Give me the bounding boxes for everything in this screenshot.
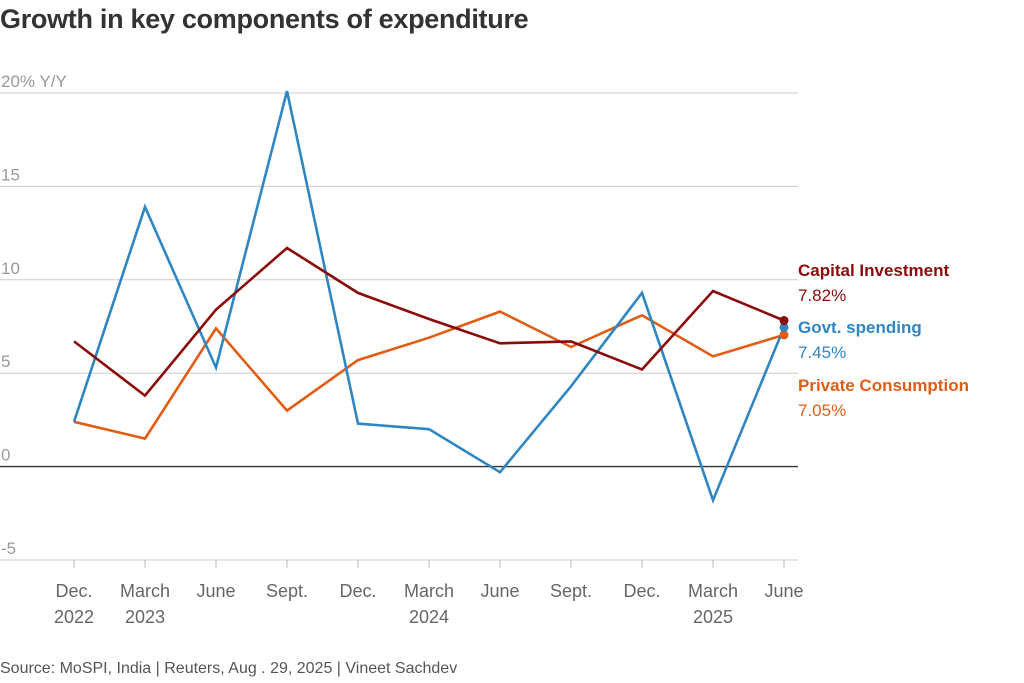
x-tick-year: 2024	[409, 607, 449, 627]
x-tick-label: March	[688, 581, 738, 601]
y-tick-label: 10	[1, 259, 20, 278]
govt-spending-legend-name: Govt. spending	[798, 318, 922, 337]
x-tick-year: 2022	[54, 607, 94, 627]
x-tick-label: June	[196, 581, 235, 601]
capital-investment-legend-name: Capital Investment	[798, 261, 949, 280]
govt-spending-legend-value: 7.45%	[798, 343, 846, 362]
line-chart: 20% Y/Y 15 10 5 0 -5 Dec. 2022 March 2023 June Sep…	[0, 72, 969, 627]
x-tick-year: 2025	[693, 607, 733, 627]
y-tick-label: 15	[1, 165, 20, 184]
x-tick-label: Dec.	[55, 581, 92, 601]
series-labels: Capital Investment 7.82% Govt. spending 7.4…	[798, 261, 969, 420]
x-tick-label: Sept.	[550, 581, 592, 601]
x-tick-label: June	[480, 581, 519, 601]
x-tick-year: 2023	[125, 607, 165, 627]
x-axis: Dec. 2022 March 2023 June Sept. Dec. March 2024 J…	[54, 559, 804, 627]
y-axis-ticks: 20% Y/Y 15 10 5 0 -5	[1, 72, 67, 558]
series-lines	[72, 90, 789, 504]
capital-investment-end-point	[779, 316, 789, 326]
x-tick-label: March	[404, 581, 454, 601]
x-tick-label: Sept.	[266, 581, 308, 601]
y-tick-label: -5	[1, 539, 16, 558]
private-consumption-legend-name: Private Consumption	[798, 376, 969, 395]
y-tick-label: 0	[1, 446, 10, 465]
private-consumption-line	[73, 310, 785, 441]
capital-investment-line	[73, 246, 785, 398]
y-tick-label: 5	[1, 352, 10, 371]
govt-spending-line	[72, 90, 786, 504]
private-consumption-legend-value: 7.05%	[798, 401, 846, 420]
capital-investment-legend-value: 7.82%	[798, 286, 846, 305]
private-consumption-end-point	[779, 330, 789, 340]
chart-title: Growth in key components of expenditure	[0, 4, 529, 34]
source-note: Source: MoSPI, India | Reuters, Aug . 29…	[0, 660, 458, 677]
govt-spending-end-point	[779, 322, 789, 332]
x-tick-label: Dec.	[623, 581, 660, 601]
gridlines	[0, 92, 798, 561]
x-tick-label: June	[764, 581, 803, 601]
x-tick-label: Dec.	[339, 581, 376, 601]
y-tick-label: 20% Y/Y	[1, 72, 67, 91]
x-tick-label: March	[120, 581, 170, 601]
